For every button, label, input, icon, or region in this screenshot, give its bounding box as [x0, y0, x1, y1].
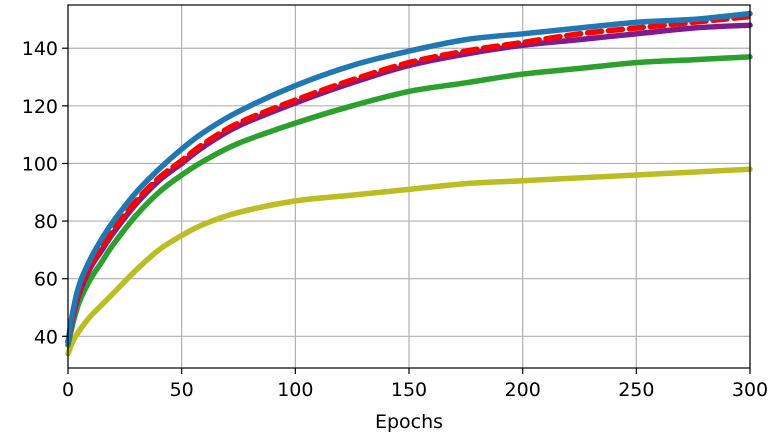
x-tick-label: 0 [62, 379, 74, 401]
y-tick-label: 100 [22, 153, 58, 175]
x-tick-label: 250 [618, 379, 654, 401]
y-tick-label: 140 [22, 38, 58, 60]
grid [67, 5, 751, 368]
x-tick-label: 200 [505, 379, 541, 401]
y-tick-label: 80 [34, 211, 58, 233]
x-tick-label: 100 [277, 379, 313, 401]
series-line [65, 166, 753, 357]
series-group [65, 10, 753, 357]
y-tick-label: 120 [22, 96, 58, 118]
x-axis-title: Epochs [375, 411, 443, 433]
series-line [65, 10, 753, 345]
y-tick-label: 60 [34, 269, 58, 291]
x-tick-label: 50 [170, 379, 194, 401]
y-tick-label: 40 [34, 326, 58, 348]
series-line [65, 54, 753, 348]
x-tick-label: 300 [732, 379, 768, 401]
ticks: 0 50 100 150 200 250 300 40 60 80 100 120 140 [22, 38, 768, 401]
x-tick-label: 150 [391, 379, 427, 401]
